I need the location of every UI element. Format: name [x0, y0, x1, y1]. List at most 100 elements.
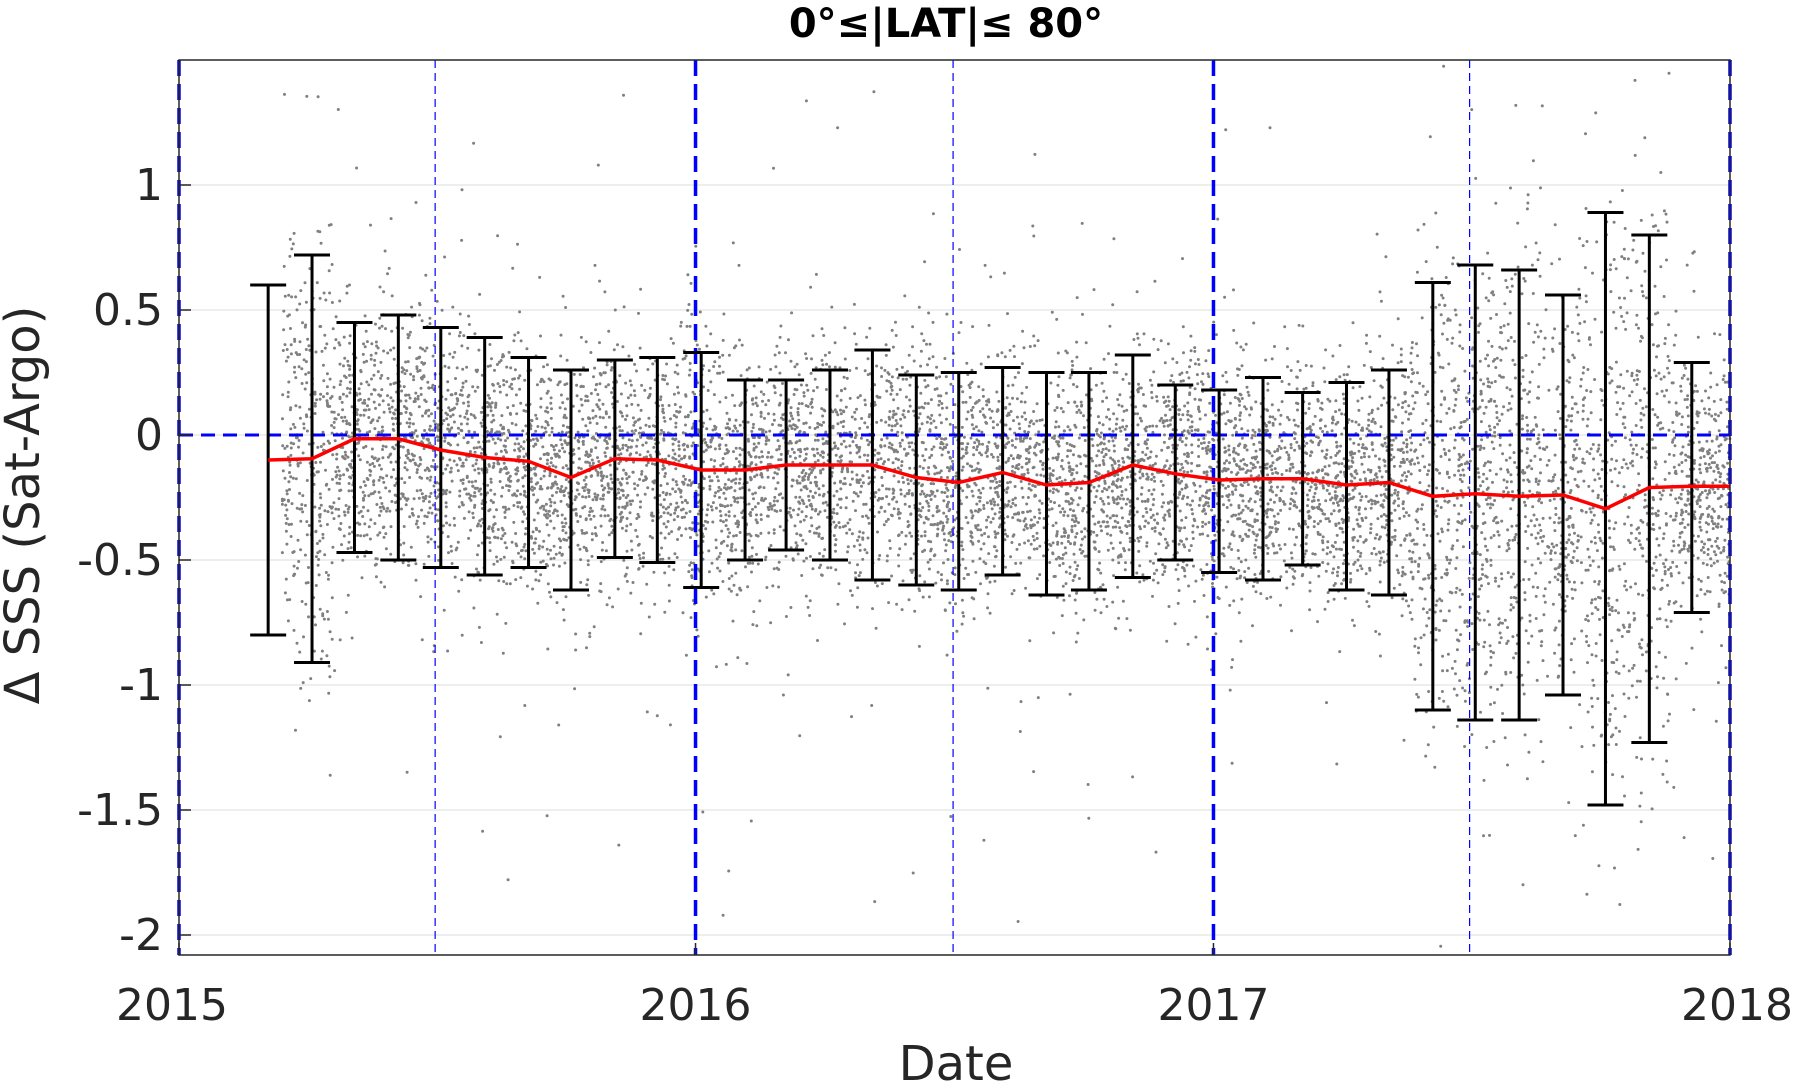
scatter-point	[1613, 707, 1617, 711]
scatter-point	[296, 566, 299, 570]
scatter-point	[388, 489, 392, 493]
scatter-point	[736, 500, 740, 504]
scatter-point	[977, 429, 981, 433]
scatter-point	[1502, 324, 1506, 328]
scatter-point	[367, 416, 371, 419]
scatter-point	[1033, 493, 1037, 497]
scatter-point	[506, 406, 510, 409]
scatter-point	[379, 496, 382, 500]
scatter-point	[1401, 597, 1405, 601]
scatter-point	[1293, 448, 1297, 452]
scatter-point	[1705, 507, 1709, 510]
scatter-point	[1163, 513, 1167, 517]
scatter-point	[1338, 375, 1342, 379]
scatter-point	[1707, 505, 1711, 508]
scatter-point	[1611, 545, 1615, 549]
scatter-point	[443, 255, 447, 259]
scatter-point	[475, 567, 478, 571]
scatter-point	[1057, 393, 1060, 397]
scatter-point	[1555, 543, 1559, 547]
scatter-point	[1390, 448, 1394, 451]
scatter-point	[1558, 433, 1562, 437]
scatter-point	[567, 491, 571, 495]
scatter-point	[966, 462, 969, 466]
scatter-point	[1319, 519, 1322, 523]
scatter-point	[880, 375, 884, 378]
scatter-point	[1489, 502, 1493, 506]
scatter-point	[1163, 361, 1167, 365]
scatter-point	[1061, 507, 1065, 511]
scatter-point	[1186, 418, 1190, 422]
scatter-point	[473, 468, 477, 472]
scatter-point	[1068, 594, 1071, 598]
scatter-point	[372, 464, 376, 468]
scatter-point	[1664, 558, 1668, 562]
scatter-point	[717, 485, 721, 489]
scatter-point	[1151, 513, 1155, 517]
scatter-point	[1717, 414, 1720, 418]
scatter-point	[1537, 479, 1541, 483]
scatter-point	[1237, 504, 1241, 508]
scatter-point	[448, 352, 452, 356]
scatter-point	[491, 413, 495, 417]
scatter-point	[1644, 405, 1648, 409]
scatter-point	[1253, 518, 1257, 522]
scatter-point	[343, 415, 347, 419]
scatter-point	[1112, 370, 1116, 374]
scatter-point	[714, 538, 718, 542]
scatter-point	[1702, 551, 1706, 554]
scatter-point	[1599, 453, 1603, 457]
scatter-point	[1492, 293, 1496, 297]
scatter-point	[971, 405, 975, 409]
scatter-point	[980, 533, 984, 537]
scatter-point	[715, 475, 719, 479]
scatter-point	[1265, 449, 1269, 453]
scatter-point	[964, 566, 968, 570]
scatter-point	[1231, 492, 1235, 496]
scatter-point	[1581, 461, 1585, 464]
scatter-point	[348, 373, 351, 377]
scatter-point	[1498, 345, 1502, 349]
scatter-point	[508, 474, 512, 478]
scatter-point	[549, 500, 553, 504]
scatter-point	[373, 427, 377, 431]
scatter-point	[524, 468, 528, 472]
scatter-point	[720, 529, 724, 533]
scatter-point	[345, 419, 348, 423]
scatter-point	[1075, 410, 1079, 414]
scatter-point	[1413, 462, 1417, 466]
scatter-point	[487, 402, 491, 406]
scatter-point	[319, 657, 323, 661]
scatter-point	[821, 363, 825, 367]
scatter-point	[926, 470, 930, 474]
scatter-point	[536, 425, 540, 428]
scatter-point	[1107, 502, 1111, 506]
scatter-point	[377, 403, 381, 407]
scatter-point	[322, 395, 325, 399]
scatter-point	[975, 502, 979, 506]
scatter-point	[936, 527, 940, 531]
scatter-point	[1531, 292, 1535, 295]
scatter-point	[445, 463, 449, 467]
scatter-point	[1571, 353, 1575, 357]
scatter-point	[1713, 332, 1716, 336]
scatter-point	[1539, 536, 1543, 539]
scatter-point	[685, 501, 689, 505]
scatter-point	[1576, 332, 1580, 336]
scatter-point	[1446, 528, 1450, 532]
scatter-point	[411, 458, 415, 462]
scatter-point	[1251, 530, 1255, 534]
scatter-point	[714, 506, 718, 510]
scatter-point	[1541, 428, 1545, 432]
scatter-point	[1488, 644, 1492, 648]
scatter-point	[1582, 366, 1586, 369]
scatter-point	[1451, 256, 1455, 260]
scatter-point	[991, 455, 995, 459]
scatter-point	[767, 438, 771, 442]
scatter-point	[1289, 443, 1293, 446]
scatter-point	[839, 506, 843, 510]
scatter-point	[594, 468, 598, 472]
scatter-point	[1398, 517, 1402, 520]
scatter-point	[627, 475, 631, 479]
scatter-point	[1116, 398, 1120, 401]
